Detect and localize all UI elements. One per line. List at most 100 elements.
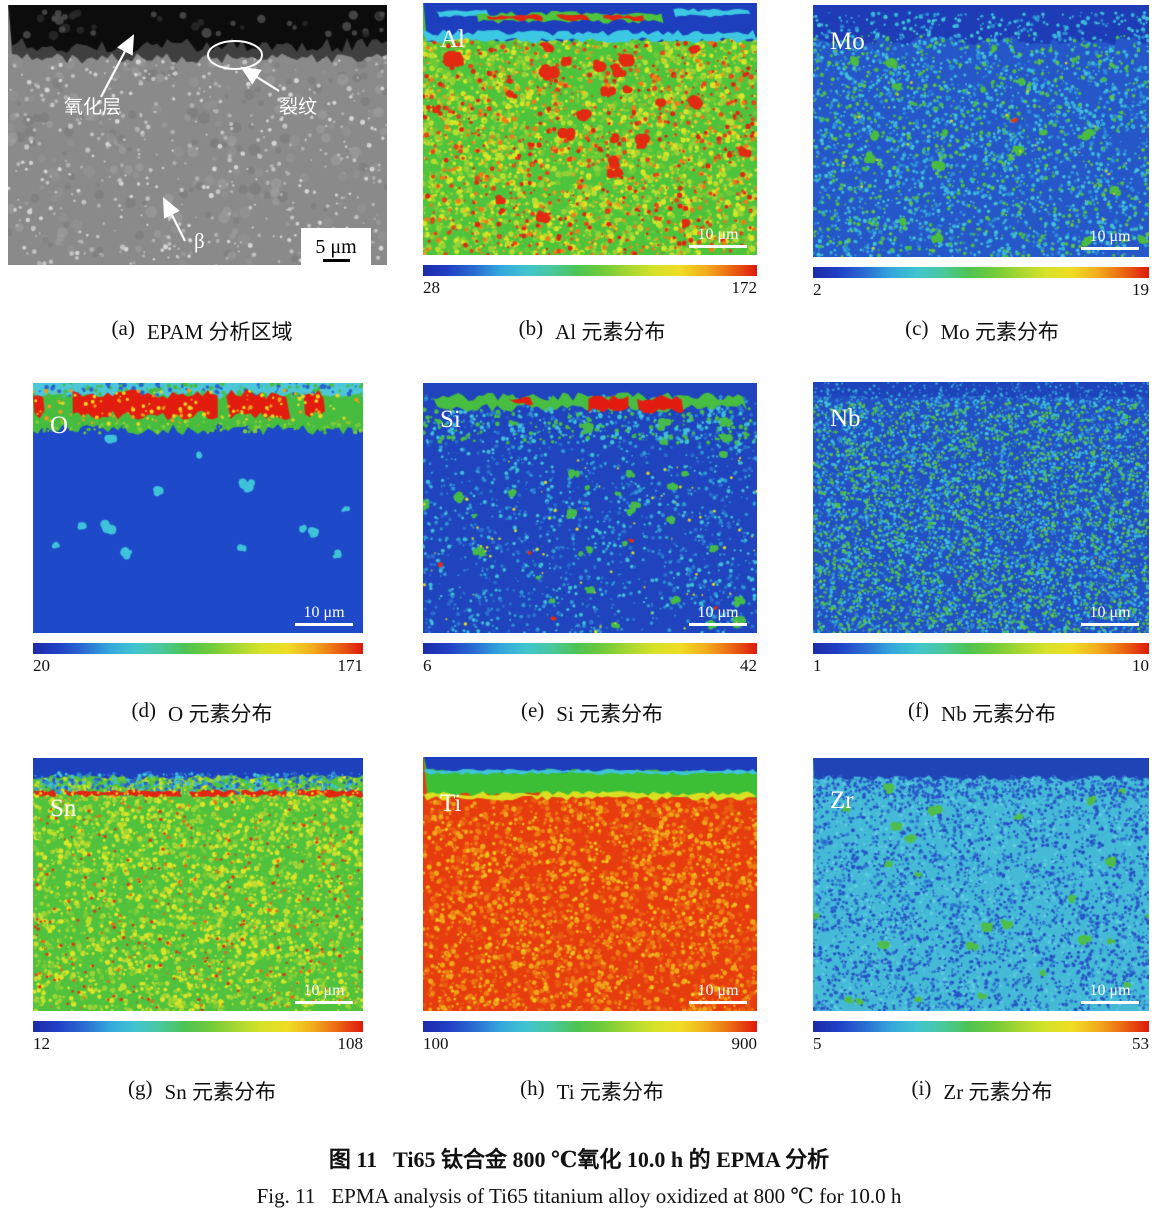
caption-i-index: (i) <box>911 1076 932 1100</box>
figure-caption-zh-text: Ti65 钛合金 800 ℃氧化 10.0 h 的 EPMA 分析 <box>393 1147 830 1172</box>
scale-bar-line <box>295 623 353 626</box>
zr-map-canvas <box>813 758 1149 1011</box>
zr-map: Zr 10 μm <box>813 758 1149 1011</box>
caption-c: (c) Mo 元素分布 <box>905 316 1059 346</box>
sn-map: Sn 10 μm <box>33 758 363 1011</box>
ti-map-canvas <box>423 757 757 1011</box>
colorbar-range: 20 171 <box>33 656 364 676</box>
mo-map-canvas <box>813 5 1149 257</box>
colorbar <box>813 643 1149 654</box>
caption-b: (b) Al 元素分布 <box>519 316 666 346</box>
colorbar <box>423 1021 757 1032</box>
scale-bar: 10 μm <box>1081 605 1139 626</box>
scale-bar-label: 5 μm <box>315 235 357 258</box>
caption-e-index: (e) <box>520 698 545 722</box>
panel-sn: Sn 10 μm 12 108 <box>33 758 363 1054</box>
scale-bar-line <box>295 1001 353 1004</box>
caption-f: (f) Nb 元素分布 <box>908 698 1056 728</box>
panel-o: O 10 μm 20 171 <box>33 383 363 676</box>
scale-bar-line <box>322 258 350 262</box>
element-label-si: Si <box>440 406 461 433</box>
scale-bar-line <box>1081 1001 1139 1004</box>
scale-bar-line <box>689 1001 747 1004</box>
scale-bar-line <box>689 623 747 626</box>
colorbar-min: 6 <box>423 656 432 675</box>
colorbar-range: 2 19 <box>813 280 1149 300</box>
colorbar-range: 5 53 <box>813 1034 1149 1054</box>
scale-bar-label: 10 μm <box>303 604 345 621</box>
colorbar-min: 100 <box>423 1034 449 1053</box>
caption-c-text: Mo 元素分布 <box>940 320 1059 344</box>
caption-i-text: Zr 元素分布 <box>943 1080 1053 1104</box>
caption-h-index: (h) <box>520 1076 545 1100</box>
scale-bar-label: 10 μm <box>697 604 739 621</box>
element-label-sn: Sn <box>50 795 77 822</box>
scale-bar-label: 10 μm <box>1089 604 1131 621</box>
colorbar-range: 1 10 <box>813 656 1149 676</box>
si-map-canvas <box>423 383 757 633</box>
element-label-al: Al <box>440 26 465 53</box>
figure-caption-en: Fig. 11 EPMA analysis of Ti65 titanium a… <box>257 1184 902 1209</box>
scale-bar: 10 μm <box>689 227 747 248</box>
nb-map: Nb 10 μm <box>813 382 1149 633</box>
colorbar-range: 6 42 <box>423 656 757 676</box>
panel-sem: 氧化层 裂纹 β 5 μm <box>8 5 387 265</box>
caption-i: (i) Zr 元素分布 <box>912 1076 1053 1106</box>
colorbar-min: 5 <box>813 1034 822 1053</box>
panel-al: Al 10 μm 28 172 <box>423 3 757 298</box>
scale-bar: 10 μm <box>295 605 353 626</box>
sem-image-canvas <box>8 5 387 265</box>
colorbar-max: 10 <box>1132 656 1149 675</box>
scale-bar-label: 10 μm <box>697 226 739 243</box>
colorbar-range: 28 172 <box>423 278 757 298</box>
colorbar-max: 42 <box>740 656 757 675</box>
caption-b-text: Al 元素分布 <box>555 320 666 344</box>
colorbar-max: 53 <box>1132 1034 1149 1053</box>
caption-f-text: Nb 元素分布 <box>941 702 1056 726</box>
caption-c-index: (c) <box>905 316 929 340</box>
scale-bar: 10 μm <box>1081 983 1139 1004</box>
colorbar-range: 100 900 <box>423 1034 758 1054</box>
figure-caption-en-label: Fig. 11 <box>256 1184 316 1208</box>
caption-a-text: EPAM 分析区域 <box>146 320 293 344</box>
colorbar <box>813 1021 1149 1032</box>
colorbar-min: 20 <box>33 656 50 675</box>
panel-ti: Ti 10 μm 100 900 <box>423 757 757 1054</box>
colorbar-max: 900 <box>731 1034 758 1053</box>
colorbar-min: 1 <box>813 656 822 675</box>
sem-image: 氧化层 裂纹 β 5 μm <box>8 5 387 265</box>
scale-bar: 10 μm <box>1081 229 1139 250</box>
panel-si: Si 10 μm 6 42 <box>423 383 757 676</box>
caption-a-index: (a) <box>111 316 135 340</box>
scale-bar: 10 μm <box>295 983 353 1004</box>
sn-map-canvas <box>33 758 363 1011</box>
caption-f-index: (f) <box>908 698 930 722</box>
figure-caption-en-text: EPMA analysis of Ti65 titanium alloy oxi… <box>331 1184 902 1208</box>
ti-map: Ti 10 μm <box>423 757 757 1011</box>
scale-bar: 10 μm <box>689 983 747 1004</box>
si-map: Si 10 μm <box>423 383 757 633</box>
caption-d: (d) O 元素分布 <box>132 698 273 728</box>
caption-h: (h) Ti 元素分布 <box>520 1076 664 1106</box>
element-label-nb: Nb <box>830 405 861 432</box>
scale-bar-line <box>1081 623 1139 626</box>
scale-bar-label: 10 μm <box>697 982 739 999</box>
al-map: Al 10 μm <box>423 3 757 255</box>
colorbar-min: 12 <box>33 1034 50 1053</box>
beta-label: β <box>194 229 205 253</box>
scale-bar: 10 μm <box>689 605 747 626</box>
caption-d-index: (d) <box>131 698 157 722</box>
scale-bar-box: 5 μm <box>301 228 371 265</box>
caption-g-index: (g) <box>128 1076 153 1100</box>
colorbar <box>423 643 757 654</box>
scale-bar-line <box>689 245 747 248</box>
colorbar-max: 19 <box>1132 280 1149 299</box>
colorbar <box>33 1021 363 1032</box>
scale-bar-label: 10 μm <box>303 982 345 999</box>
colorbar-max: 171 <box>337 656 364 675</box>
element-label-zr: Zr <box>830 787 854 814</box>
scale-bar-line <box>1081 247 1139 250</box>
caption-g: (g) Sn 元素分布 <box>128 1076 276 1106</box>
crack-label: 裂纹 <box>279 97 318 118</box>
colorbar <box>423 265 757 276</box>
